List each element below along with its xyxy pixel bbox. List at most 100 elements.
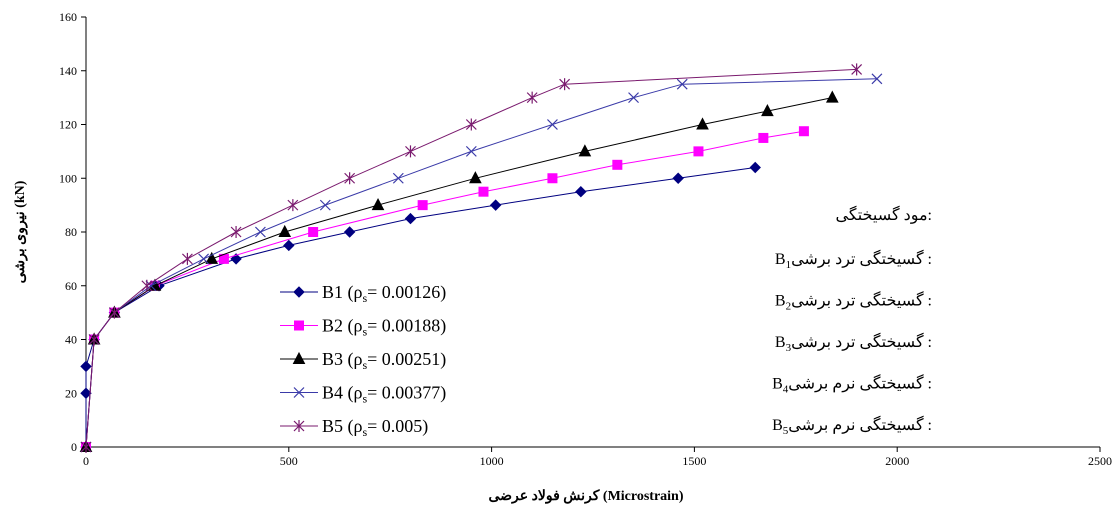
data-point: [465, 145, 477, 157]
series-b5: [80, 63, 863, 453]
data-point: [278, 224, 292, 237]
marker-stroke: [547, 119, 558, 130]
data-point: [181, 252, 193, 265]
legend-label: B2 (ρs= 0.00188): [322, 316, 446, 339]
x-tick-label: 2000: [885, 454, 909, 468]
legend-item-b4: B4 (ρs= 0.00377): [280, 383, 446, 406]
marker-stroke: [198, 253, 210, 265]
data-point: [417, 200, 428, 211]
data-point: [693, 146, 704, 157]
data-point: [749, 161, 761, 174]
data-point: [547, 173, 558, 184]
data-point: [80, 441, 92, 453]
x-axis-title: کرنش فولاد عرضی (Microstrain): [488, 488, 683, 504]
data-point: [575, 185, 587, 198]
marker-stroke: [254, 226, 266, 238]
series-b4: [80, 73, 883, 453]
marker-stroke: [871, 73, 883, 85]
data-point: [526, 91, 538, 104]
legend-item-b1: B1 (ρs= 0.00126): [280, 282, 446, 305]
data-point: [80, 360, 92, 373]
failure-item-b5: B5: گسیختگی نرم برشی: [772, 415, 932, 437]
data-point: [198, 253, 210, 265]
data-point: [578, 144, 592, 157]
data-point: [88, 333, 100, 346]
data-point: [761, 103, 774, 117]
data-point: [344, 172, 356, 185]
data-point: [405, 145, 416, 158]
legend-item-b3: B3 (ρs= 0.00251): [280, 349, 446, 372]
legend-marker: [292, 351, 306, 364]
y-axis-title: نیروی برشی (kN): [13, 180, 28, 283]
legend-label: B5 (ρs= 0.005): [322, 416, 428, 439]
marker-stroke: [465, 145, 477, 157]
data-point: [404, 212, 417, 225]
data-point: [612, 159, 623, 170]
data-point: [141, 279, 153, 292]
failure-item-b1: B1: گسیختگی ترد برشی: [775, 249, 932, 271]
y-tick-label: 60: [65, 279, 77, 293]
marker-stroke: [392, 172, 404, 184]
marker-stroke: [628, 92, 639, 104]
failure-item-b2: B2: گسیختگی ترد برشی: [775, 291, 932, 313]
legend-marker: [294, 320, 304, 331]
data-point: [319, 199, 331, 211]
data-point: [287, 199, 299, 212]
legend-item-b2: B2 (ρs= 0.00188): [280, 316, 446, 339]
data-point: [676, 78, 688, 90]
x-tick-label: 2500: [1088, 454, 1112, 468]
series-layer: [79, 63, 883, 453]
axes: 0 20 40 60 80 100 120 140 160 0 500 1000 1500 2000 250…: [59, 10, 1112, 468]
data-point: [489, 199, 502, 211]
series-line: [85, 78, 877, 448]
legend-marker: [293, 387, 305, 398]
marker-stroke: [319, 199, 331, 211]
data-point: [547, 119, 558, 130]
legend-label: B4 (ρs= 0.00377): [322, 383, 446, 406]
data-point: [145, 280, 157, 292]
data-point: [825, 90, 839, 103]
y-tick-label: 20: [65, 386, 77, 400]
data-point: [254, 226, 266, 238]
marker-stroke: [676, 78, 688, 90]
marker-stroke: [293, 387, 305, 398]
x-tick-label: 1500: [682, 454, 706, 468]
y-tick-label: 0: [71, 440, 77, 454]
data-point: [371, 198, 385, 211]
data-point: [343, 226, 356, 238]
x-tick-label: 500: [280, 454, 298, 468]
legend-label: B3 (ρs= 0.00251): [322, 349, 446, 372]
data-point: [628, 92, 639, 104]
y-tick-label: 40: [65, 333, 77, 347]
x-tick-label: 0: [83, 454, 89, 468]
data-point: [478, 186, 489, 197]
legend: B1 (ρs= 0.00126) B2 (ρs= 0.00188) B3 (ρs= …: [280, 282, 446, 439]
legend-marker: [293, 286, 305, 298]
y-tick-label: 160: [59, 10, 77, 24]
legend-marker: [293, 420, 305, 432]
data-point: [871, 73, 883, 85]
data-point: [80, 387, 92, 399]
data-point: [798, 126, 809, 137]
data-point: [283, 239, 295, 252]
y-tick-label: 120: [59, 118, 77, 132]
legend-item-b5: B5 (ρs= 0.005): [280, 416, 428, 439]
data-point: [205, 251, 219, 264]
data-point: [230, 226, 242, 238]
data-point: [108, 306, 120, 319]
y-tick-label: 140: [59, 64, 77, 78]
data-point: [559, 78, 571, 91]
data-point: [696, 117, 709, 130]
failure-item-b3: B3: گسیختگی ترد برشی: [775, 332, 932, 354]
marker-stroke: [145, 280, 157, 292]
y-tick-label: 80: [65, 225, 77, 239]
failure-mode-note: مود گسیختگی: B1: گسیختگی ترد برشی B2: گسیخ…: [772, 205, 932, 437]
data-point: [758, 132, 769, 143]
data-point: [469, 171, 482, 184]
legend-label: B1 (ρs= 0.00126): [322, 282, 446, 305]
data-point: [851, 63, 863, 76]
data-point: [465, 118, 477, 131]
series-line: [85, 167, 756, 447]
x-tick-label: 1000: [480, 454, 504, 468]
